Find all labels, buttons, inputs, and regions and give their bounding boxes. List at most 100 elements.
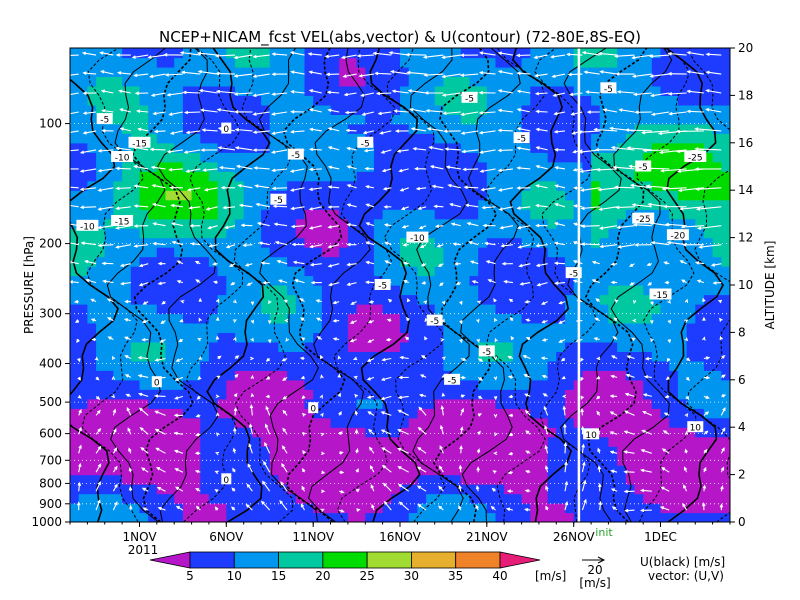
heatmap-cell xyxy=(269,313,279,324)
heatmap-cell xyxy=(174,379,184,390)
heatmap-cell xyxy=(304,313,314,324)
heatmap-cell xyxy=(608,114,618,125)
heatmap-cell xyxy=(356,123,366,134)
heatmap-cell xyxy=(261,48,271,59)
heatmap-cell xyxy=(434,171,444,182)
heatmap-cell xyxy=(365,446,375,457)
heatmap-cell xyxy=(269,104,279,115)
heatmap-cell xyxy=(512,228,523,239)
heatmap-cell xyxy=(495,142,505,153)
heatmap-cell xyxy=(313,446,323,457)
heatmap-cell xyxy=(486,294,497,305)
heatmap-cell xyxy=(495,161,505,172)
heatmap-cell xyxy=(235,133,245,144)
heatmap-cell xyxy=(712,161,722,172)
wind-vector xyxy=(703,395,710,399)
heatmap-cell xyxy=(469,436,479,447)
heatmap-cell xyxy=(617,133,627,144)
heatmap-cell xyxy=(530,57,540,68)
wind-vector xyxy=(613,185,635,190)
heatmap-cell xyxy=(148,171,158,182)
heatmap-cell xyxy=(434,199,444,210)
wind-vector xyxy=(157,506,166,511)
heatmap-cell xyxy=(313,436,323,447)
wind-vector xyxy=(100,70,114,75)
heatmap-cell xyxy=(686,313,696,324)
heatmap-cell xyxy=(703,228,714,239)
colorbar-tick-label: 35 xyxy=(448,569,463,583)
wind-vector xyxy=(667,319,671,325)
heatmap-cell xyxy=(313,417,323,428)
heatmap-cell xyxy=(452,67,462,78)
heatmap-cell xyxy=(235,360,245,371)
heatmap-cell xyxy=(426,114,436,125)
heatmap-cell xyxy=(582,123,592,134)
heatmap-cell xyxy=(70,322,80,333)
heatmap-cell xyxy=(486,512,497,522)
heatmap-cell xyxy=(235,57,245,68)
wind-vector xyxy=(544,424,549,435)
wind-vector xyxy=(441,73,461,79)
heatmap-cell xyxy=(295,76,306,87)
wind-vector xyxy=(250,374,254,380)
heatmap-cell xyxy=(426,67,436,78)
wind-vector xyxy=(660,168,687,173)
wind-vector xyxy=(493,451,498,456)
heatmap-cell xyxy=(278,360,288,371)
heatmap-cell xyxy=(591,48,601,59)
heatmap-cell xyxy=(104,417,114,428)
heatmap-cell xyxy=(721,161,730,172)
wind-vector xyxy=(475,504,479,511)
y-right-tick-label: 10 xyxy=(738,278,753,292)
wind-vector xyxy=(230,506,236,511)
heatmap-cell xyxy=(617,48,627,59)
heatmap-cell xyxy=(382,171,392,182)
wind-vector xyxy=(540,356,548,360)
heatmap-cell xyxy=(486,427,497,438)
heatmap-cell xyxy=(87,266,97,277)
heatmap-cell xyxy=(295,370,306,381)
heatmap-cell xyxy=(269,436,279,447)
heatmap-cell xyxy=(165,218,175,229)
heatmap-cell xyxy=(617,493,627,504)
heatmap-cell xyxy=(261,76,271,87)
heatmap-cell xyxy=(113,370,123,381)
heatmap-cell xyxy=(113,228,123,239)
heatmap-cell xyxy=(148,247,158,258)
heatmap-cell xyxy=(226,398,236,409)
wind-vector xyxy=(124,374,132,378)
wind-vector xyxy=(623,470,635,474)
heatmap-cell xyxy=(208,218,219,229)
heatmap-cell xyxy=(139,370,149,381)
heatmap-cell xyxy=(70,190,80,201)
wind-vector xyxy=(94,356,99,361)
wind-vector xyxy=(478,130,496,135)
heatmap-cell xyxy=(495,285,505,296)
heatmap-cell xyxy=(226,379,236,390)
heatmap-cell xyxy=(712,351,722,362)
heatmap-cell xyxy=(608,180,618,191)
heatmap-cell xyxy=(382,370,392,381)
heatmap-cell xyxy=(452,379,462,390)
heatmap-cell xyxy=(443,503,453,514)
heatmap-cell xyxy=(669,294,679,305)
heatmap-cell xyxy=(148,389,158,400)
heatmap-cell xyxy=(530,503,540,514)
wind-vector xyxy=(82,91,97,95)
wind-vector xyxy=(289,187,305,192)
heatmap-cell xyxy=(504,180,514,191)
heatmap-cell xyxy=(617,389,627,400)
heatmap-cell xyxy=(261,171,271,182)
heatmap-cell xyxy=(139,256,149,267)
heatmap-cell xyxy=(669,493,679,504)
wind-vector xyxy=(436,244,444,248)
heatmap-cell xyxy=(599,474,609,485)
heatmap-cell xyxy=(139,408,149,419)
heatmap-cell xyxy=(643,237,653,248)
heatmap-cell xyxy=(417,104,427,115)
heatmap-cell xyxy=(669,341,679,352)
heatmap-cell xyxy=(217,446,227,457)
heatmap-cell xyxy=(469,379,479,390)
heatmap-cell xyxy=(96,256,106,267)
heatmap-cell xyxy=(339,95,349,106)
